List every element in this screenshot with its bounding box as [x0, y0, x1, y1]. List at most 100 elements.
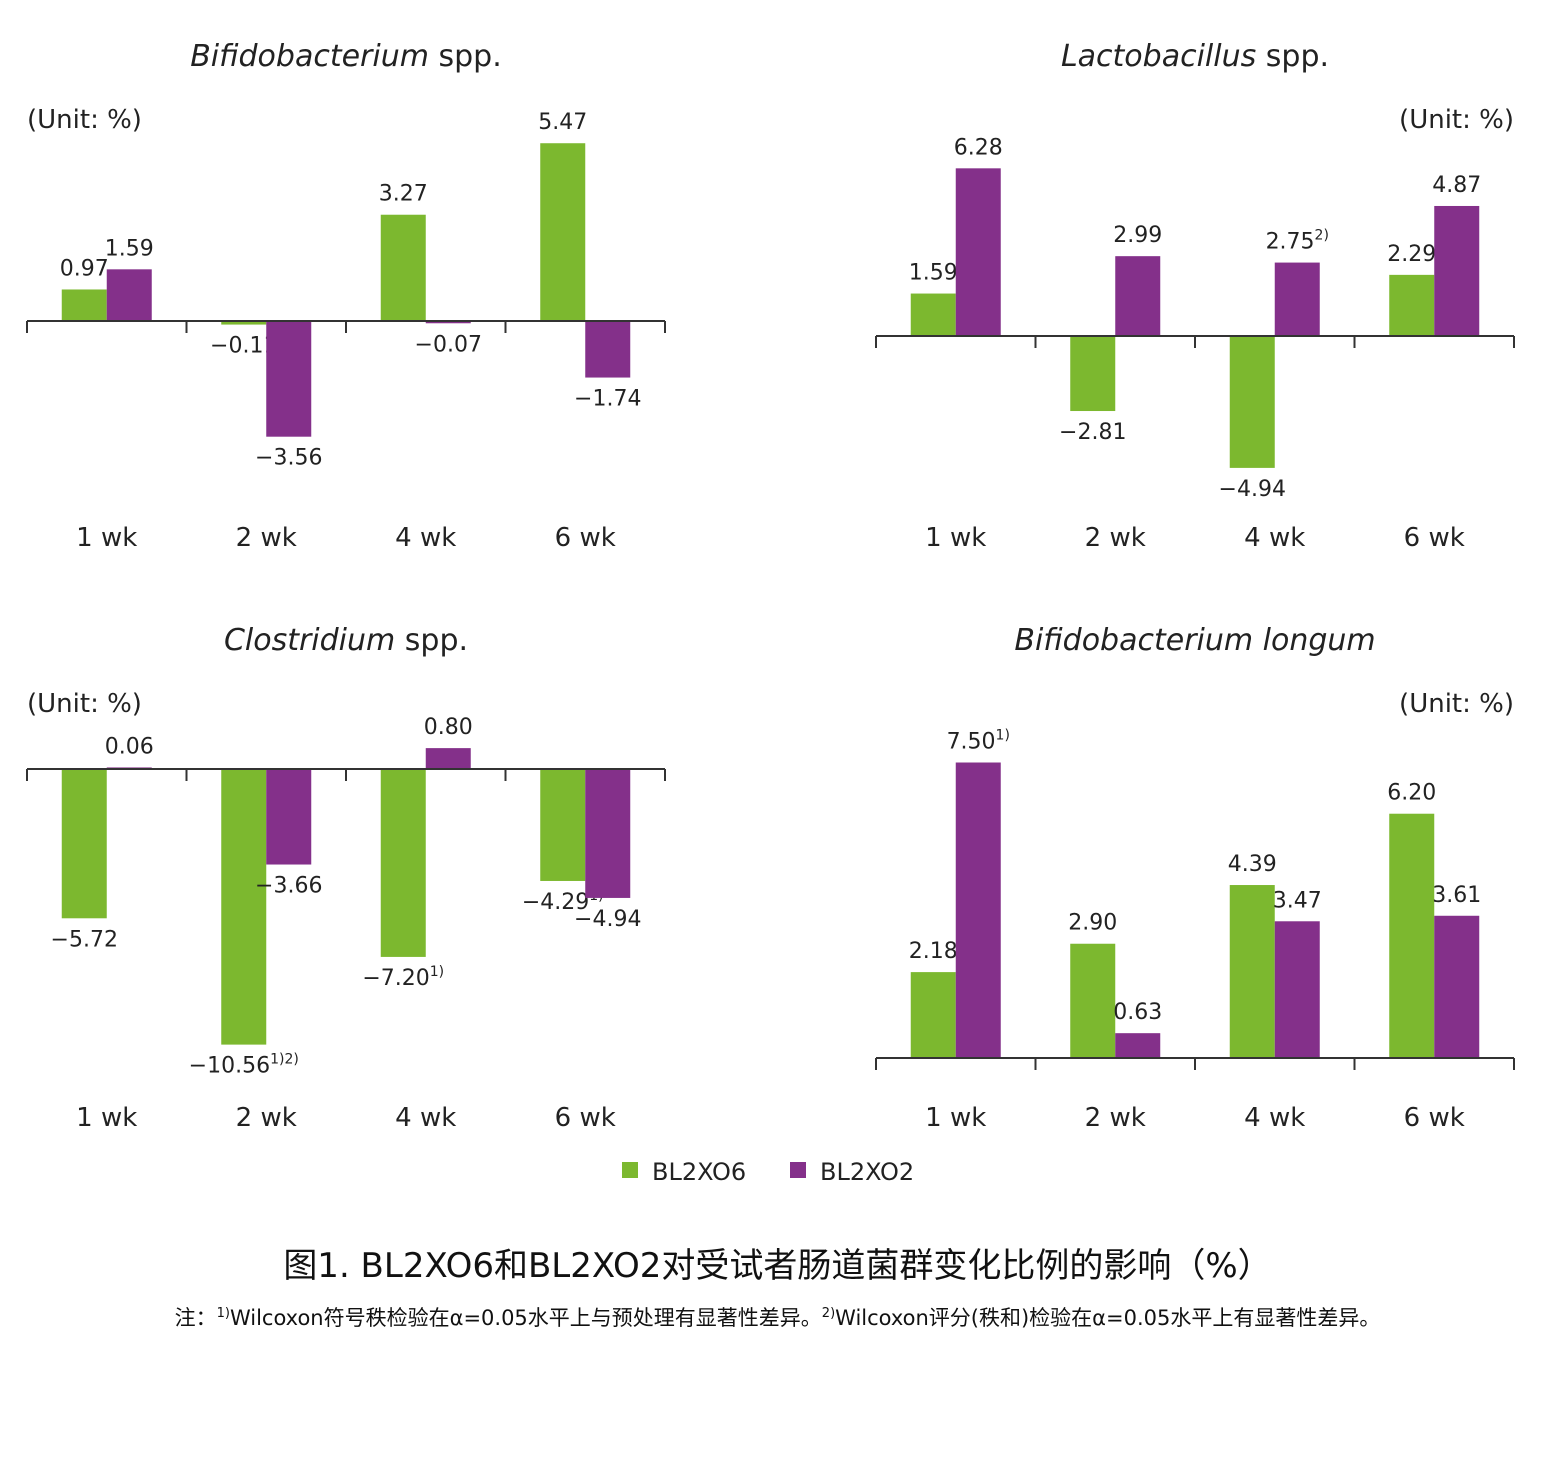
data-label-superscript: 1)	[996, 728, 1010, 744]
data-label-value: −0.07	[415, 332, 482, 357]
bar-bl2xo6-2wk	[221, 769, 267, 1045]
data-label-value: 1.59	[909, 261, 958, 286]
bar-bl2xo6-6wk	[540, 769, 586, 881]
data-label: 2.18	[909, 939, 958, 964]
chart-title-italic: Bifidobacterium	[190, 39, 429, 74]
bar-bl2xo2-4wk	[425, 748, 471, 769]
chart-title: Clostridium spp.	[224, 623, 468, 658]
legend-swatch-bl2xo6	[622, 1162, 638, 1178]
x-tick-label: 6 wk	[555, 523, 616, 553]
bar-bl2xo2-4wk	[1274, 921, 1320, 1058]
data-label-value: −2.81	[1059, 420, 1126, 445]
data-label-value: 4.87	[1432, 173, 1481, 198]
data-label: −3.66	[255, 874, 322, 899]
data-label: −7.201)	[362, 964, 444, 991]
data-label-value: 6.20	[1387, 781, 1436, 806]
x-tick-label: 4 wk	[395, 1103, 456, 1133]
data-label: 7.501)	[947, 728, 1010, 755]
data-label-value: 3.61	[1432, 883, 1481, 908]
data-label: 2.29	[1387, 242, 1436, 267]
data-label-value: 2.75	[1266, 230, 1315, 255]
chart-panel-2: Lactobacillus spp. (Unit: %) 1.59 −2.81 −4.9…	[875, 39, 1515, 553]
bar-bl2xo6-1wk	[910, 972, 956, 1058]
bar-bl2xo6-6wk	[1389, 813, 1435, 1058]
note-prefix: 注：	[174, 1306, 217, 1330]
chart-title: Bifidobacterium longum	[1014, 623, 1375, 658]
bar-bl2xo6-1wk	[910, 293, 956, 336]
x-tick-label: 6 wk	[555, 1103, 616, 1133]
note-text-1: Wilcoxon符号秩检验在α=0.05水平上与预处理有显著性差异。	[229, 1306, 822, 1330]
data-label-value: −0.11	[210, 334, 277, 359]
bar-bl2xo2-4wk	[1274, 262, 1320, 336]
data-label-value: 6.28	[954, 135, 1003, 160]
bar-bl2xo6-6wk	[540, 143, 586, 321]
chart-title-italic: Clostridium	[224, 623, 395, 658]
data-label-value: 3.47	[1273, 888, 1322, 913]
x-tick-label: 4 wk	[395, 523, 456, 553]
data-label-value: 2.90	[1068, 911, 1117, 936]
chart-title-rest: spp.	[1256, 39, 1329, 74]
bar-bl2xo2-1wk	[955, 762, 1001, 1058]
data-label-value: −5.72	[51, 927, 118, 952]
data-label: 1.59	[909, 261, 958, 286]
data-label: 0.63	[1113, 1000, 1162, 1025]
x-tick-label: 2 wk	[236, 523, 297, 553]
legend-label-bl2xo6: BL2XO6	[652, 1158, 746, 1186]
bar-bl2xo6-2wk	[1070, 336, 1116, 412]
x-tick-label: 6 wk	[1404, 523, 1465, 553]
bar-bl2xo2-6wk	[585, 769, 631, 898]
chart-title-rest: spp.	[429, 39, 502, 74]
data-label: 4.87	[1432, 173, 1481, 198]
bar-bl2xo6-1wk	[61, 289, 107, 321]
bar-bl2xo6-2wk	[1070, 943, 1116, 1058]
bar-bl2xo2-2wk	[266, 321, 312, 437]
data-label: −0.11	[210, 334, 277, 359]
data-label-superscript: 1)	[430, 964, 444, 980]
bar-bl2xo6-4wk	[380, 214, 426, 321]
note-text-2: Wilcoxon评分(秩和)检验在α=0.05水平上有显著性差异。	[835, 1306, 1381, 1330]
data-label-value: 0.97	[60, 256, 109, 281]
data-label-value: −7.20	[362, 966, 429, 991]
x-tick-label: 2 wk	[1085, 1103, 1146, 1133]
data-label: 0.80	[424, 715, 473, 740]
bar-bl2xo6-2wk	[221, 321, 267, 325]
data-label-value: 0.80	[424, 715, 473, 740]
data-label: 3.61	[1432, 883, 1481, 908]
data-label-value: 1.59	[105, 236, 154, 261]
figure-caption: 图1. BL2XO6和BL2XO2对受试者肠道菌群变化比例的影响（%）	[283, 1246, 1272, 1286]
bar-bl2xo2-6wk	[1434, 915, 1480, 1058]
chart-title-italic: Bifidobacterium longum	[1014, 623, 1375, 658]
bar-bl2xo2-2wk	[1115, 256, 1161, 336]
data-label: −5.72	[51, 927, 118, 952]
bar-bl2xo2-2wk	[266, 769, 312, 865]
x-tick-label: 2 wk	[1085, 523, 1146, 553]
bar-bl2xo2-1wk	[955, 168, 1001, 336]
data-label-value: −4.29	[522, 890, 589, 915]
data-label: 2.752)	[1266, 228, 1329, 255]
data-label-value: 4.39	[1228, 852, 1277, 877]
chart-title-rest: spp.	[395, 623, 468, 658]
chart-panel-1: Bifidobacterium spp. (Unit: %) 0.97 −0.11 3.…	[26, 39, 666, 553]
bar-bl2xo6-4wk	[1229, 336, 1275, 468]
data-label: 4.39	[1228, 852, 1277, 877]
data-label: 6.28	[954, 135, 1003, 160]
data-label-value: −4.94	[1219, 477, 1286, 502]
bar-bl2xo2-4wk	[425, 321, 471, 324]
bar-bl2xo6-4wk	[380, 769, 426, 957]
data-label-value: −1.74	[574, 387, 641, 412]
x-tick-label: 1 wk	[76, 523, 137, 553]
bar-bl2xo2-2wk	[1115, 1033, 1161, 1058]
data-label-superscript: 2)	[1315, 228, 1329, 244]
x-tick-label: 1 wk	[925, 523, 986, 553]
data-label: −10.561)2)	[189, 1052, 299, 1079]
x-tick-label: 6 wk	[1404, 1103, 1465, 1133]
bar-bl2xo6-6wk	[1389, 274, 1435, 336]
legend-label-bl2xo2: BL2XO2	[820, 1158, 914, 1186]
unit-label: (Unit: %)	[27, 689, 142, 719]
data-label-superscript: 1)2)	[270, 1052, 299, 1068]
data-label: −0.07	[415, 332, 482, 357]
data-label: 5.47	[538, 110, 587, 135]
data-label-value: 3.27	[379, 182, 428, 207]
data-label: 0.06	[105, 734, 154, 759]
data-label: −1.74	[574, 387, 641, 412]
